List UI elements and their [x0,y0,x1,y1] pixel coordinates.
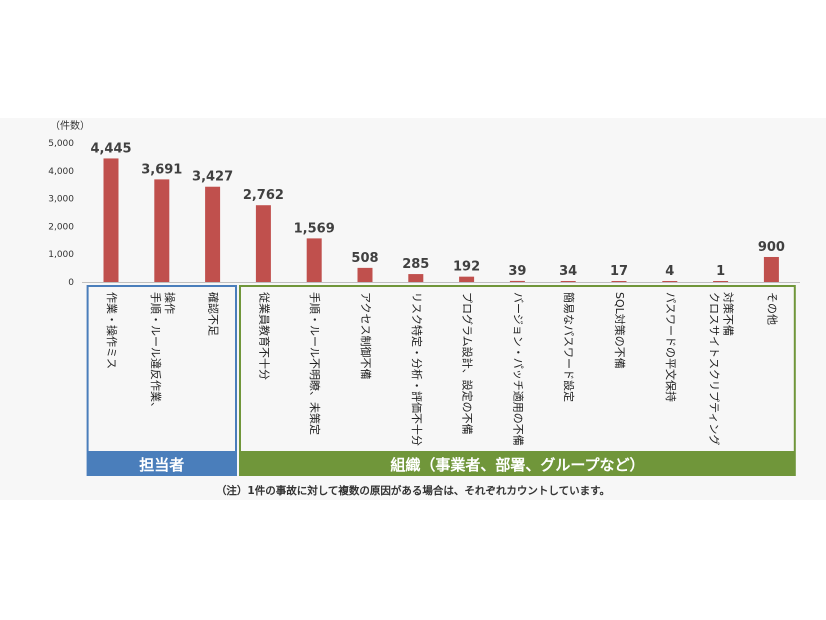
category-label: その他 [765,292,778,325]
bars [82,158,800,283]
y-tick-label: 1,000 [48,250,74,260]
category-label-line: パスワードの平文保持 [664,292,678,402]
y-tick-label: 2,000 [48,222,74,232]
category-label: SQL対策の不備 [613,292,627,369]
category-label: バージョン・パッチ適用の不備 [511,292,525,446]
bar [357,267,373,282]
bar [763,256,779,282]
category-label: プログラム設計、設定の不備 [461,292,475,435]
y-tick-label: 0 [68,278,74,288]
value-label: 192 [453,260,480,275]
value-label: 3,427 [192,170,233,185]
bar [255,205,271,282]
category-label-line: 作業・操作ミス [105,292,119,369]
value-label: 3,691 [141,162,182,177]
category-group-box [239,285,796,453]
category-label-line: その他 [765,292,778,325]
value-label: 34 [559,264,577,279]
y-axis-unit-label: （件数） [50,119,90,132]
category-label-line: 確認不足 [207,292,221,336]
category-label-line: SQL対策の不備 [613,292,627,369]
bar [713,281,729,282]
category-label: パスワードの平文保持 [664,292,678,402]
category-label: クロスサイトスクリプティング 対策不備 [708,292,736,445]
value-label: 1 [716,264,725,279]
value-label: 900 [758,240,785,255]
category-label: アクセス制御不備 [359,292,373,379]
bar [611,281,627,282]
value-label: 508 [351,251,378,266]
category-groups: 担当者 組織（事業者、部署、グループなど） [86,285,796,476]
category-group-box [86,285,237,453]
category-label-line: 手順・ルール不明瞭、未策定 [308,292,322,435]
category-label-line: クロスサイトスクリプティング [708,292,722,445]
bar [459,276,475,282]
bar [560,281,576,282]
category-group-label: 組織（事業者、部署、グループなど） [390,456,644,474]
value-label: 1,569 [294,221,335,236]
category-label: 従業員教育不十分 [257,292,271,380]
category-group-label: 担当者 [139,456,184,474]
value-labels: 4,445 3,691 3,427 2,762 1,569 508 285 192 39 34 17… [90,141,785,279]
category-label-line: バージョン・パッチ適用の不備 [511,292,525,446]
y-tick-label: 5,000 [48,139,74,149]
y-tick-label: 4,000 [48,167,74,177]
bar [408,274,424,282]
category-label: 作業・操作ミス [105,292,119,369]
category-label-line: 手順・ルール違反作業、 [149,292,163,413]
value-label: 39 [508,264,526,279]
value-label: 2,762 [243,188,284,203]
bar [509,280,525,282]
y-tick-label: 3,000 [48,195,74,205]
category-labels: 作業・操作ミス 手順・ルール違反作業、 操作 確認不足 従業員教育不十分 手順・ルール不明… [105,292,778,446]
category-label-line: アクセス制御不備 [359,292,373,379]
footnote: （注）1件の事故に対して複数の原因がある場合は、それぞれカウントしています。 [216,484,610,497]
category-label-line: リスク特定・分析・評価不十分 [410,292,424,446]
bar [306,238,322,282]
category-group-band [239,453,796,476]
category-label: 手順・ルール違反作業、 操作 [149,292,177,413]
bar [154,179,170,282]
category-group-band [86,453,237,476]
bar [662,281,678,282]
category-label-line: 従業員教育不十分 [257,292,271,380]
category-label-line: 対策不備 [722,292,736,336]
value-label: 285 [402,257,429,272]
category-label-line: 簡易なパスワード設定 [562,292,576,402]
category-label-line: 操作 [163,292,177,314]
category-label: 簡易なパスワード設定 [562,292,576,402]
category-label: 手順・ルール不明瞭、未策定 [308,292,322,435]
bar [103,158,119,282]
category-label: リスク特定・分析・評価不十分 [410,292,424,446]
value-label: 4,445 [90,141,131,156]
bar [205,186,221,282]
category-label: 確認不足 [207,292,221,336]
y-axis-ticks: 0 1,000 2,000 3,000 4,000 5,000 [48,139,74,288]
value-label: 17 [610,264,628,279]
category-label-line: プログラム設計、設定の不備 [461,292,475,435]
value-label: 4 [665,264,674,279]
